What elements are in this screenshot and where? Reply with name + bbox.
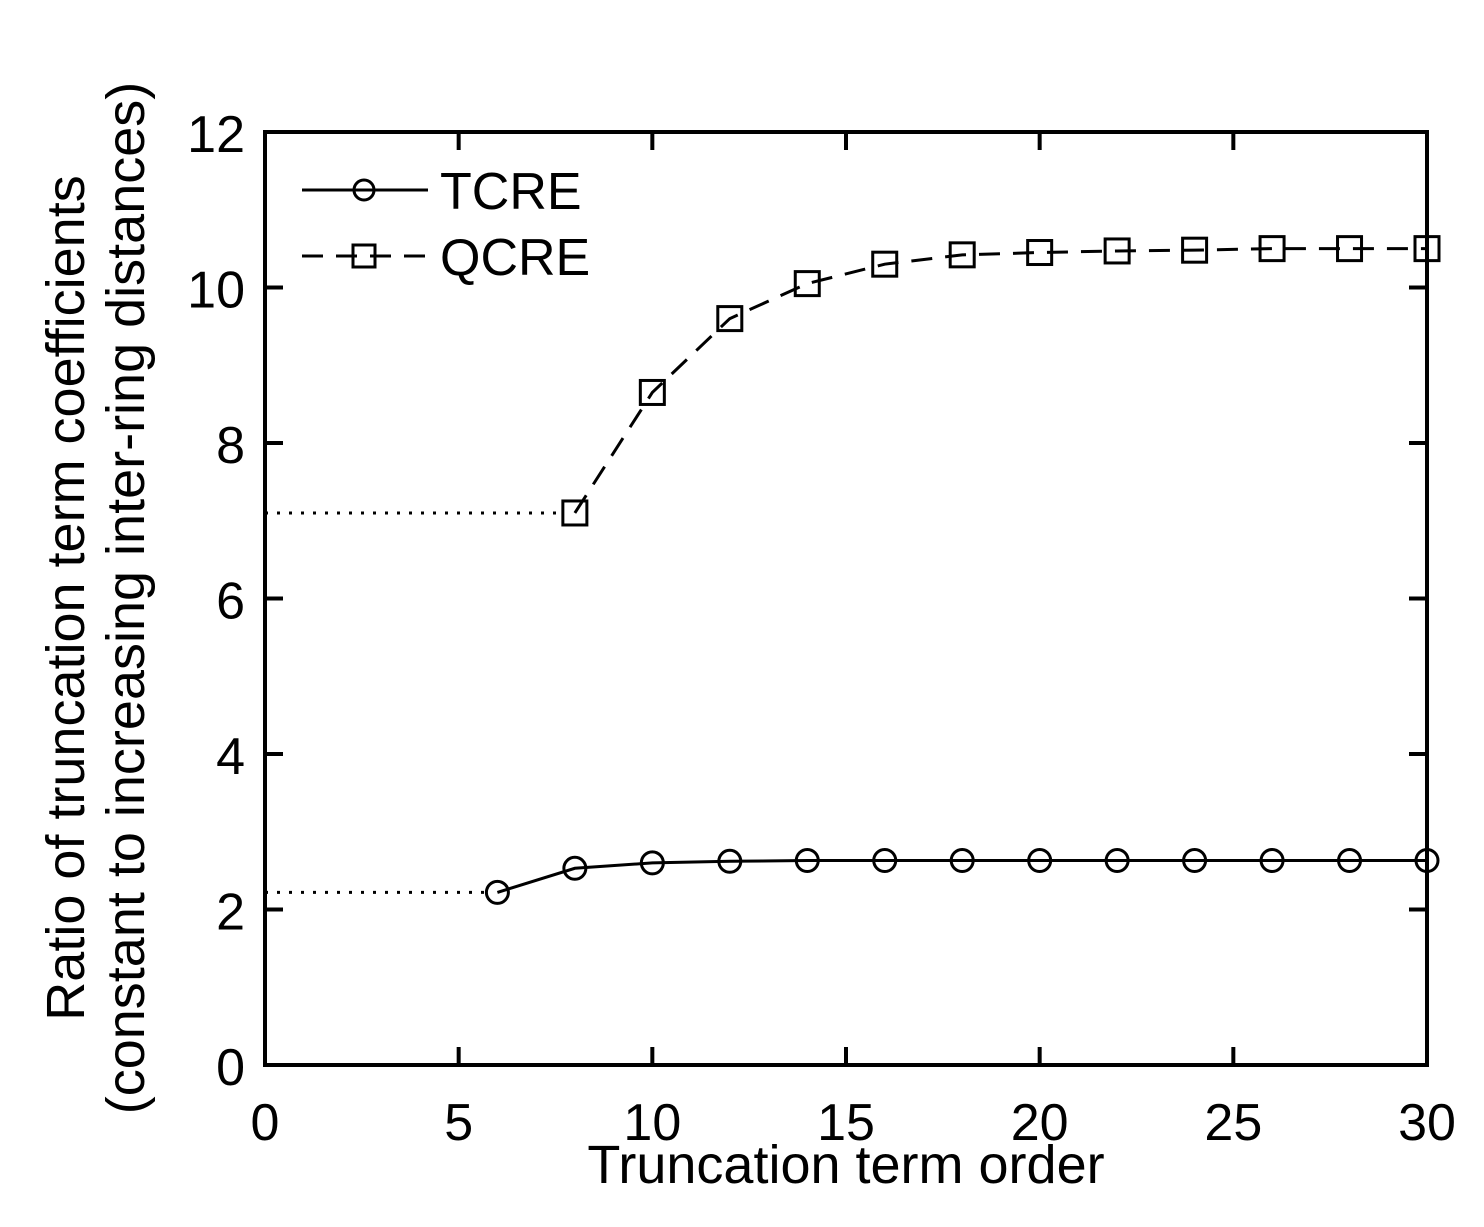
- data-point-square-qcre: [1258, 235, 1286, 263]
- x-axis-label: Truncation term order: [587, 1135, 1104, 1195]
- data-point-square-qcre: [1336, 235, 1364, 263]
- y-tick-label: 6: [216, 573, 245, 631]
- x-tick-label: 15: [817, 1094, 875, 1152]
- data-point-square-qcre: [638, 378, 666, 406]
- data-point-circle-tcre: [639, 850, 665, 876]
- data-point-square-qcre: [1413, 235, 1441, 263]
- data-point-square-qcre: [948, 241, 976, 269]
- y-tick-label: 2: [216, 884, 245, 942]
- x-tick-label: 30: [1398, 1094, 1456, 1152]
- data-point-circle-tcre: [562, 855, 588, 881]
- data-point-square-qcre: [1026, 239, 1054, 267]
- legend-label-qcre: QCRE: [440, 229, 590, 287]
- data-point-circle-tcre: [1259, 848, 1285, 874]
- data-point-circle-tcre: [794, 848, 820, 874]
- legend-square-marker: [351, 243, 377, 269]
- data-point-circle-tcre: [1337, 848, 1363, 874]
- y-axis-label-line1: Ratio of truncation term coefficients: [36, 175, 96, 1020]
- x-tick-label: 0: [251, 1094, 280, 1152]
- y-tick-label: 0: [216, 1039, 245, 1097]
- y-tick-label: 12: [187, 106, 245, 164]
- x-tick-label: 5: [444, 1094, 473, 1152]
- data-point-square-qcre: [871, 250, 899, 278]
- data-point-square-qcre: [1103, 237, 1131, 265]
- y-axis-label-line2: (constant to increasing inter-ring dista…: [96, 82, 156, 1115]
- data-point-circle-tcre: [872, 848, 898, 874]
- legend-circle-marker: [352, 178, 376, 202]
- data-point-square-qcre: [561, 499, 589, 527]
- data-point-circle-tcre: [1104, 848, 1130, 874]
- data-point-square-qcre: [793, 270, 821, 298]
- series-line-qcre: [573, 247, 1427, 514]
- data-point-circle-tcre: [484, 879, 510, 905]
- x-tick-label: 20: [1011, 1094, 1069, 1152]
- plot-area: 0 5 10 15 20 25 30 0 2 4 6 8 10 12: [187, 106, 1456, 1152]
- legend: TCRE QCRE: [302, 163, 590, 287]
- y-tick-label: 10: [187, 262, 245, 320]
- legend-entry-tcre: TCRE: [302, 163, 582, 221]
- legend-entry-qcre: QCRE: [302, 229, 590, 287]
- series-line-tcre: [496, 859, 1427, 894]
- x-tick-label: 10: [623, 1094, 681, 1152]
- y-tick-label: 8: [216, 417, 245, 475]
- data-point-circle-tcre: [1182, 848, 1208, 874]
- data-point-circle-tcre: [1027, 848, 1053, 874]
- y-tick-label: 4: [216, 728, 245, 786]
- legend-label-tcre: TCRE: [440, 163, 582, 221]
- data-point-square-qcre: [716, 305, 744, 333]
- data-point-square-qcre: [1181, 236, 1209, 264]
- data-point-circle-tcre: [717, 848, 743, 874]
- data-point-circle-tcre: [949, 848, 975, 874]
- x-tick-label: 25: [1204, 1094, 1262, 1152]
- data-point-circle-tcre: [1414, 848, 1440, 874]
